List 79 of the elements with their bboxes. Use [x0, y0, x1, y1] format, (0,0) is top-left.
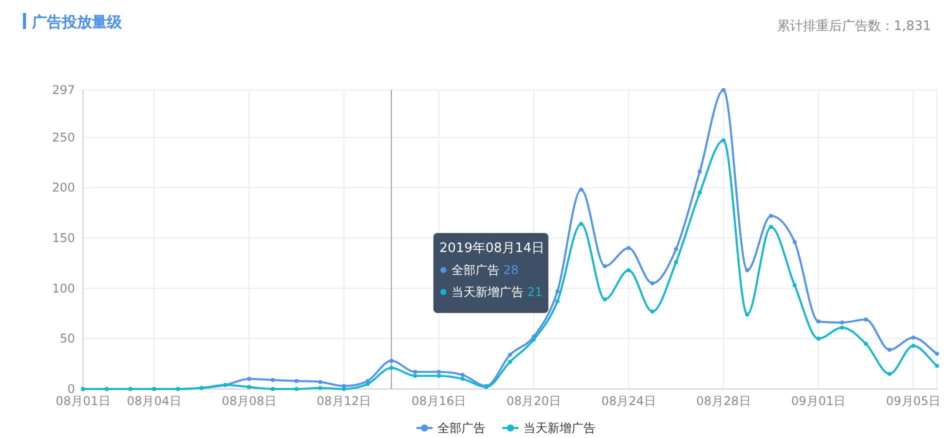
point [911, 344, 916, 348]
point [508, 360, 512, 364]
point [342, 387, 346, 391]
point [888, 348, 892, 352]
annotation: 当天新增广告 21 [451, 285, 542, 299]
x-tick-label: 08月16日 [412, 394, 466, 408]
chart-title: 广告投放量级 [31, 13, 123, 31]
point [318, 380, 322, 384]
point [722, 88, 726, 92]
x-tick-label: 08月20日 [506, 394, 561, 408]
point [840, 320, 844, 325]
point [768, 214, 773, 218]
y-tick-label: 150 [52, 230, 75, 245]
point [460, 376, 465, 381]
point [792, 240, 797, 244]
point [579, 188, 584, 192]
point [294, 387, 298, 391]
legend-label: 当天新增广告 [524, 421, 596, 435]
y-tick-label: 0 [67, 382, 75, 396]
point [436, 374, 441, 378]
point [650, 309, 654, 314]
point [555, 289, 560, 294]
y-tick-label: 100 [52, 281, 75, 296]
point [389, 366, 394, 370]
point [270, 387, 275, 391]
y-tick-label: 250 [52, 130, 75, 144]
point [532, 338, 536, 342]
point [745, 312, 750, 316]
point [413, 374, 418, 378]
x-tick-label: 09月01日 [791, 394, 846, 408]
point [602, 297, 607, 302]
point [460, 372, 465, 377]
point [508, 352, 512, 357]
point [626, 246, 631, 250]
chart-subtitle: 累计排重后广告数：1,831 [776, 19, 931, 34]
point [674, 247, 678, 252]
y-tick-label: 50 [60, 332, 75, 346]
point [270, 378, 275, 382]
x-tick-label: 08月28日 [696, 394, 751, 408]
point [247, 384, 252, 389]
point [792, 283, 797, 288]
x-tick-label: 08月01日 [56, 394, 110, 408]
x-tick-label: 08月12日 [316, 394, 372, 408]
point [366, 382, 370, 386]
point [935, 352, 939, 356]
point [864, 342, 868, 346]
point [389, 358, 394, 363]
point [650, 281, 654, 286]
point [318, 386, 322, 390]
point [768, 224, 773, 229]
x-tick-label: 08月24日 [601, 394, 656, 408]
point [247, 376, 252, 381]
annotation: 全部广告 28 [451, 263, 518, 277]
point [698, 190, 702, 195]
point [555, 299, 560, 304]
point [864, 318, 868, 322]
point [436, 370, 441, 374]
point [579, 222, 584, 226]
annotation: 2019年08月14日 [439, 241, 545, 256]
point [816, 320, 820, 324]
point [626, 268, 631, 272]
point [602, 264, 607, 268]
x-tick-label: 08月08日 [222, 394, 276, 408]
y-tick-label: 200 [52, 180, 75, 195]
point [816, 336, 820, 341]
point [698, 170, 702, 174]
point [722, 138, 726, 142]
point [935, 364, 939, 368]
point [294, 378, 298, 383]
point [745, 268, 750, 272]
point [888, 372, 892, 376]
x-tick-label: 08月04日 [126, 394, 182, 408]
point [413, 370, 418, 374]
point [674, 260, 678, 264]
point [840, 326, 844, 330]
point [911, 336, 916, 340]
legend-label: 全部广告 [438, 421, 486, 435]
y-tick-label: 297 [52, 83, 75, 97]
x-tick-label: 09月05日 [886, 394, 941, 408]
